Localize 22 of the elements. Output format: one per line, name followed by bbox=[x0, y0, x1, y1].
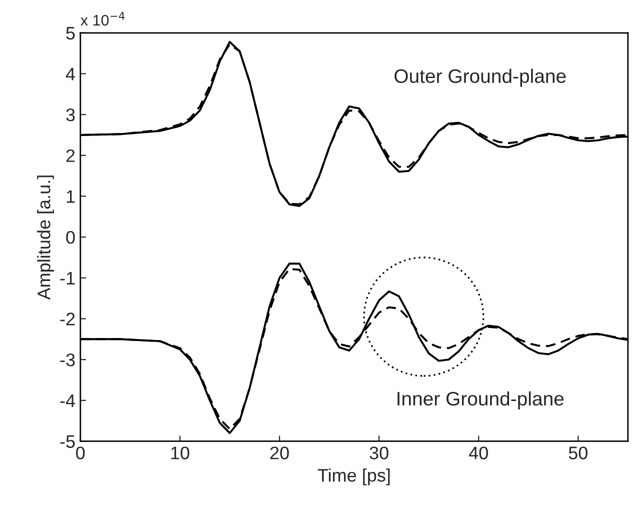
y-tick-label: 0 bbox=[66, 230, 75, 244]
annotation: Outer Ground-plane bbox=[394, 68, 566, 87]
y-tick-label: -3 bbox=[60, 354, 75, 366]
x-tick-label: 50 bbox=[568, 446, 588, 460]
y-tick-label: -1 bbox=[60, 272, 75, 284]
x-tick-label: 20 bbox=[270, 446, 289, 460]
text: x 10$^{−4}$ bbox=[80, 12, 125, 26]
y-tick-label: -4 bbox=[60, 394, 76, 407]
y-tick-label: -5 bbox=[60, 435, 75, 448]
y-tick-label: -2 bbox=[60, 312, 75, 326]
x-tick-label: 10 bbox=[171, 446, 190, 460]
x-axis-title: Time [ps] bbox=[318, 468, 390, 486]
x-tick-label: 0 bbox=[76, 446, 85, 460]
x-tick-label: 40 bbox=[468, 446, 488, 460]
annotation: Inner Ground-plane bbox=[398, 391, 564, 410]
y-tick-label: 2 bbox=[66, 149, 75, 162]
y-tick-label: 4 bbox=[66, 68, 75, 80]
y-axis-title: Amplitude [a.u.] bbox=[37, 176, 54, 300]
y-tick-label: 1 bbox=[66, 190, 75, 203]
y-tick-label: 3 bbox=[66, 108, 75, 122]
x-tick-label: 30 bbox=[370, 446, 388, 460]
y-tick-label: 5 bbox=[66, 27, 75, 40]
